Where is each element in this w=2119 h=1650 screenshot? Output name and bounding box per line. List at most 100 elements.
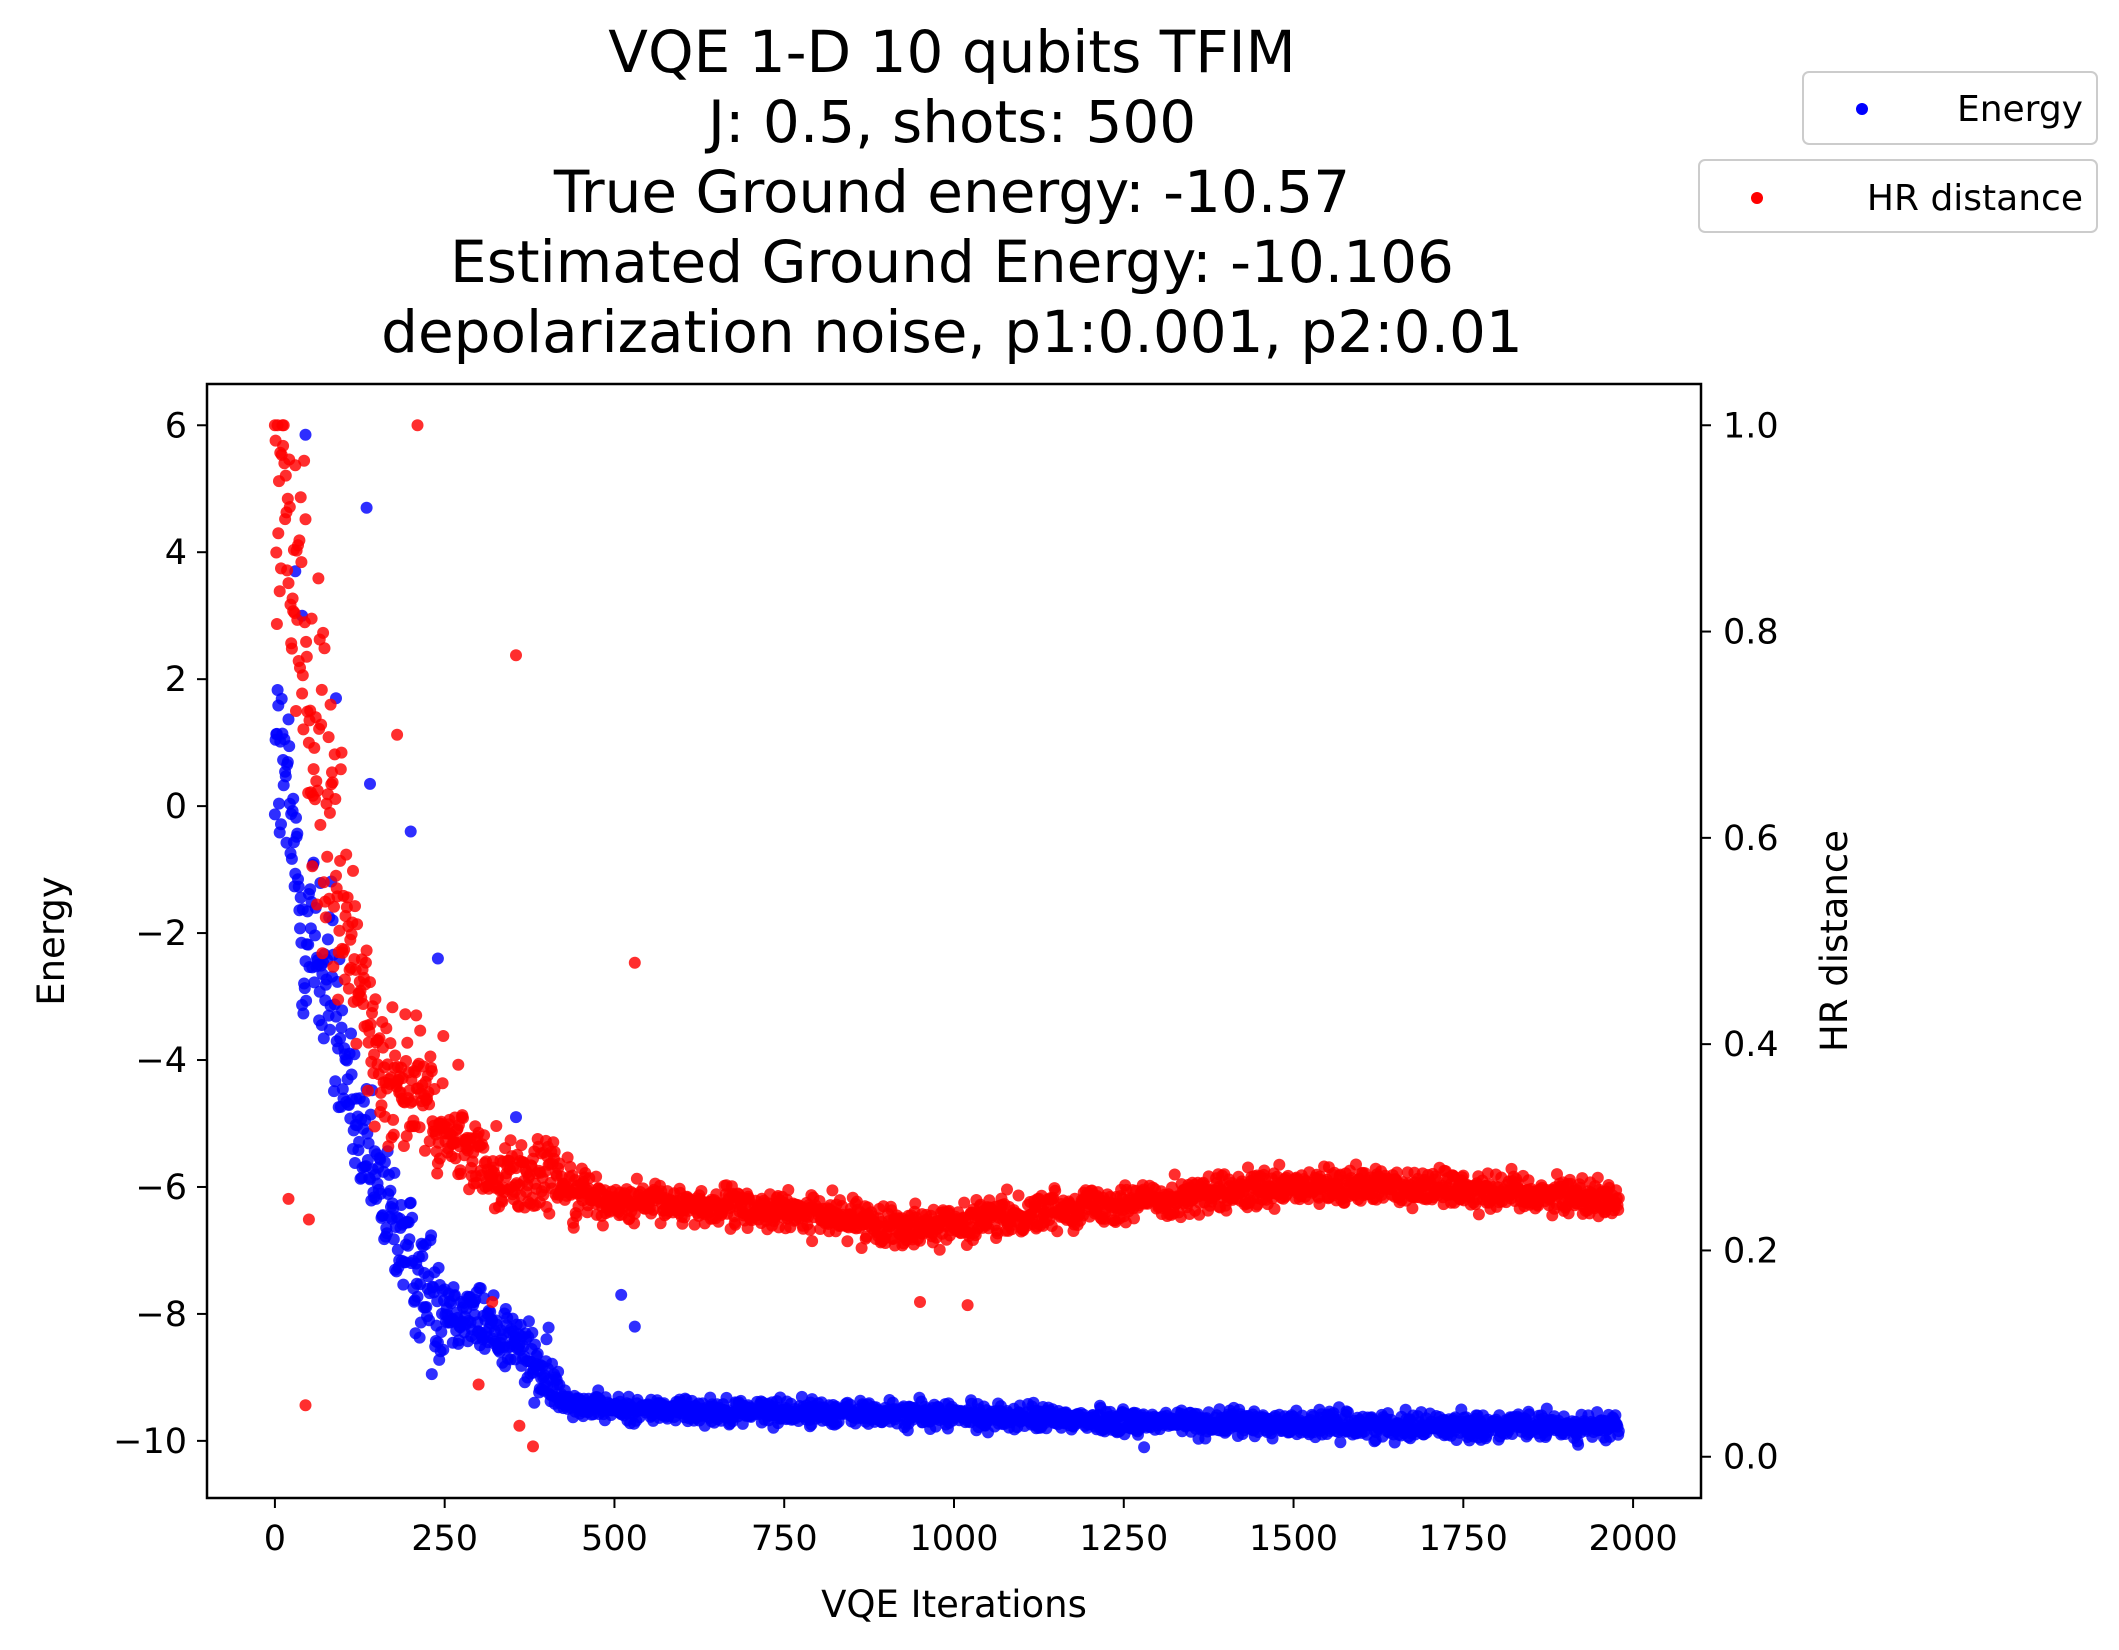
hr-distance-point [411,419,424,432]
energy-point [413,1331,426,1344]
hr-distance-point [437,1030,450,1042]
hr-distance-point [400,1055,412,1067]
hr-distance-point [300,650,313,663]
x-tick-label: 250 [411,1519,478,1559]
energy-point [526,1326,539,1339]
energy-point [345,1068,358,1081]
hr-distance-point [312,572,325,585]
hr-distance-point [351,918,364,931]
hr-distance-point [486,1296,499,1308]
hr-distance-point [425,1065,438,1078]
hr-distance-point [286,592,299,605]
energy-point [308,976,321,989]
title-line-3: True Ground energy: -10.57 [553,158,1350,226]
energy-point [300,994,313,1007]
hr-distance-point [1049,1184,1062,1197]
legend-box-hr-distance [1698,159,2098,233]
hr-distance-point [342,982,355,995]
x-tick-label: 1250 [1079,1519,1168,1559]
energy-point [474,1282,487,1295]
energy-point [1266,1432,1279,1445]
hr-distance-point [647,1203,660,1216]
hr-distance-point [299,513,312,526]
hr-distance-point [270,546,283,559]
energy-point [283,740,296,753]
hr-distance-point [855,1242,868,1254]
hr-distance-point [273,585,286,598]
hr-distance-point [324,698,337,711]
hr-distance-point [380,1022,393,1035]
energy-point [309,929,321,942]
energy-point [292,880,305,893]
hr-distance-point [305,612,318,625]
y2-axis-ticks: 1.0 0.8 0.6 0.4 0.2 0.0 [1701,406,1779,1478]
hr-distance-point [375,1099,388,1112]
legend-energy: Energy [1802,71,2098,145]
legend-marker-hr-distance [1751,192,1763,204]
hr-distance-point [1166,1181,1178,1194]
hr-distance-point [295,556,308,569]
energy-point [273,797,285,810]
hr-distance-point [841,1235,854,1248]
hr-distance-point [327,960,340,973]
hr-distance-point [285,642,298,655]
legend-label-energy: Energy [1957,89,2083,130]
hr-distance-point [277,419,290,432]
energy-point [285,852,298,865]
energy-point [360,501,373,514]
hr-distance-point [457,1112,469,1124]
hr-distance-point [321,850,334,863]
hr-distance-point [335,746,348,759]
hr-distance-point [1612,1203,1625,1216]
energy-point [268,808,281,821]
hr-distance-point [452,1058,465,1071]
hr-distance-point [961,1299,974,1312]
hr-distance-point [958,1196,971,1209]
hr-distance-point [472,1378,485,1391]
energy-point [271,684,284,696]
hr-distance-point [310,775,323,788]
legend-label-hr-distance: HR distance [1867,178,2083,219]
hr-distance-point [300,635,313,648]
legend-marker-energy [1856,103,1868,115]
energy-point [279,770,292,783]
energy-point [1540,1402,1553,1415]
energy-point [397,1278,410,1291]
hr-distance-point [306,860,319,873]
hr-distance-point [357,998,370,1010]
hr-distance-point [695,1185,708,1197]
legend-box-energy [1802,71,2098,145]
hr-distance-point [338,943,351,956]
y2-axis-label: HR distance [1813,830,1856,1052]
energy-point [302,938,315,951]
hr-distance-point [359,956,372,969]
hr-distance-point [314,818,327,831]
energy-point [404,825,417,838]
hr-distance-point [319,911,332,924]
x-tick-label: 1750 [1419,1519,1508,1559]
hr-distance-point [570,1210,583,1223]
energy-point [420,1301,433,1313]
hr-distance-point [345,928,358,941]
y-tick-label: −10 [113,1422,187,1462]
hr-distance-point [414,1024,427,1037]
energy-point [291,827,304,840]
hr-distance-point [826,1184,839,1197]
energy-point [628,1320,641,1333]
y2-tick-label: 0.2 [1723,1231,1779,1271]
energy-point [499,1303,512,1315]
hr-distance-point [561,1151,574,1164]
energy-point [542,1321,555,1334]
hr-distance-point [349,900,361,913]
title-line-4: Estimated Ground Energy: -10.106 [450,228,1454,296]
hr-distance-point [308,741,321,754]
hr-distance-point [318,642,331,655]
hr-distance-point [317,876,330,889]
hr-distance-point [279,469,292,482]
energy-point [540,1333,553,1346]
energy-point [361,1154,374,1166]
energy-point [615,1288,628,1301]
hr-distance-point [270,618,283,630]
energy-point [1612,1425,1625,1438]
